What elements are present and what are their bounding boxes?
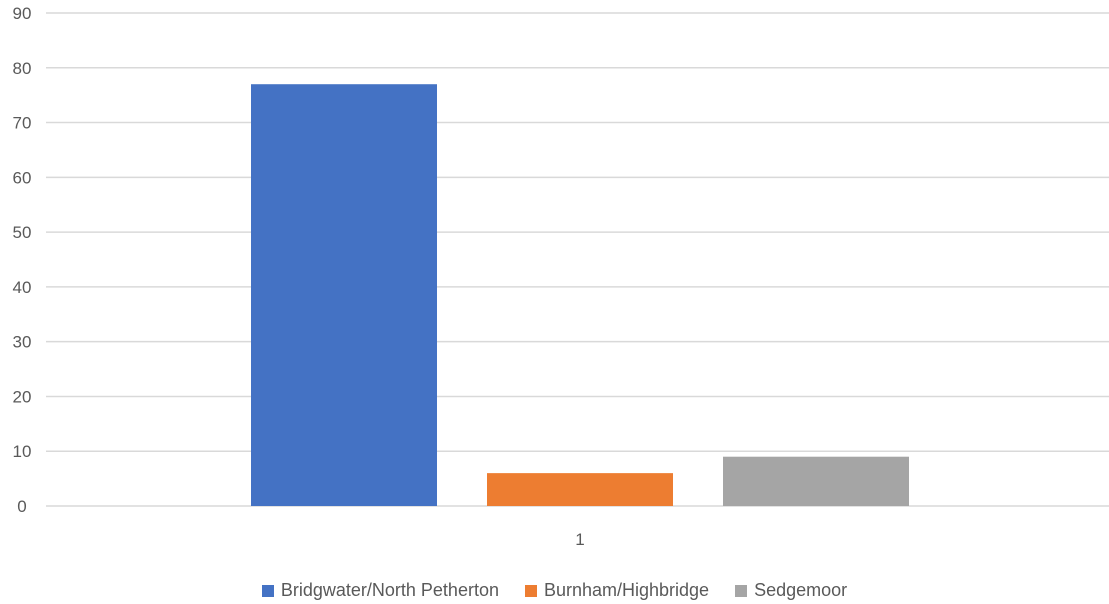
y-tick-label: 80 <box>13 59 32 78</box>
x-tick-label: 1 <box>575 530 584 549</box>
gridlines <box>46 12 1109 507</box>
legend-label: Sedgemoor <box>754 580 848 600</box>
y-tick-label: 0 <box>17 497 26 516</box>
legend-label: Bridgwater/North Petherton <box>280 580 499 600</box>
legend-label: Burnham/Highbridge <box>543 580 710 600</box>
y-tick-label: 70 <box>13 114 32 133</box>
bar-bridgwater-north-petherton <box>251 84 437 506</box>
y-tick-label: 60 <box>13 168 32 187</box>
bars <box>251 84 909 506</box>
y-axis-ticks: 0 10 20 30 40 50 60 70 80 90 <box>13 4 32 516</box>
legend-item: Sedgemoor <box>735 580 847 601</box>
bar-burnham-highbridge <box>487 473 673 506</box>
legend-swatch <box>735 584 748 597</box>
legend-swatch <box>261 584 274 597</box>
legend-item: Burnham/Highbridge <box>524 580 710 601</box>
y-tick-label: 90 <box>13 4 32 23</box>
legend: Bridgwater/North Petherton Burnham/Highbr… <box>0 580 1109 601</box>
y-tick-label: 30 <box>13 333 32 352</box>
y-tick-label: 10 <box>13 442 32 461</box>
legend-swatch <box>524 584 537 597</box>
y-tick-label: 20 <box>13 387 32 406</box>
x-axis-ticks: 1 <box>575 530 584 549</box>
y-tick-label: 40 <box>13 278 32 297</box>
bar-sedgemoor <box>723 456 909 506</box>
y-tick-label: 50 <box>13 223 32 242</box>
legend-item: Bridgwater/North Petherton <box>261 580 499 601</box>
